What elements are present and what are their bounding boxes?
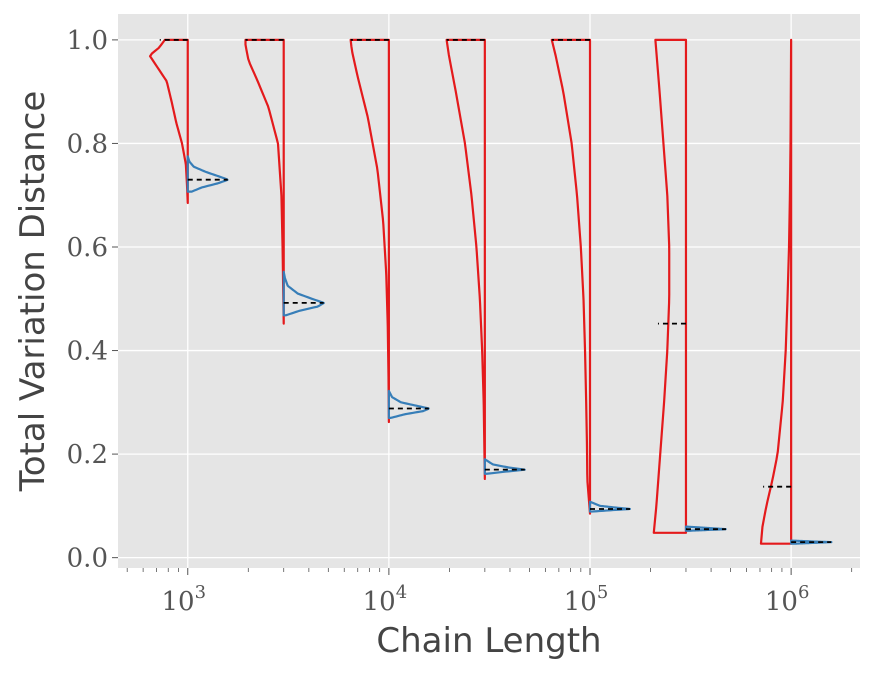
x-tick-label: 104 <box>363 582 408 617</box>
y-tick-label: 0.0 <box>67 544 108 574</box>
x-tick-label: 106 <box>765 582 810 617</box>
red-violin <box>759 38 793 545</box>
red-violin <box>445 38 486 481</box>
y-tick-label: 1.0 <box>67 26 108 56</box>
axis-ticks: 0.0 0.2 0.4 0.6 0.8 1.0 103 104 105 106 <box>67 26 853 617</box>
y-tick-label: 0.2 <box>67 440 108 470</box>
blue-violin <box>282 270 325 317</box>
red-violin <box>349 38 390 424</box>
red-violin <box>652 38 688 534</box>
blue-violin <box>790 539 833 545</box>
blue-violin <box>387 389 430 419</box>
x-tick-label: 103 <box>161 582 206 617</box>
violins <box>148 38 833 545</box>
red-violin <box>148 38 189 205</box>
y-axis-title: Total Variation Distance <box>13 91 53 493</box>
y-tick-label: 0.8 <box>67 129 108 159</box>
y-tick-label: 0.6 <box>67 233 108 263</box>
x-axis-title: Chain Length <box>376 621 601 661</box>
x-tick-label: 105 <box>564 582 609 617</box>
red-violin <box>550 38 592 515</box>
blue-violin <box>186 155 229 193</box>
blue-violin <box>684 525 727 532</box>
plot-area <box>118 14 860 568</box>
blue-violin <box>588 500 631 513</box>
blue-violin <box>483 458 526 475</box>
y-tick-label: 0.4 <box>67 337 108 367</box>
